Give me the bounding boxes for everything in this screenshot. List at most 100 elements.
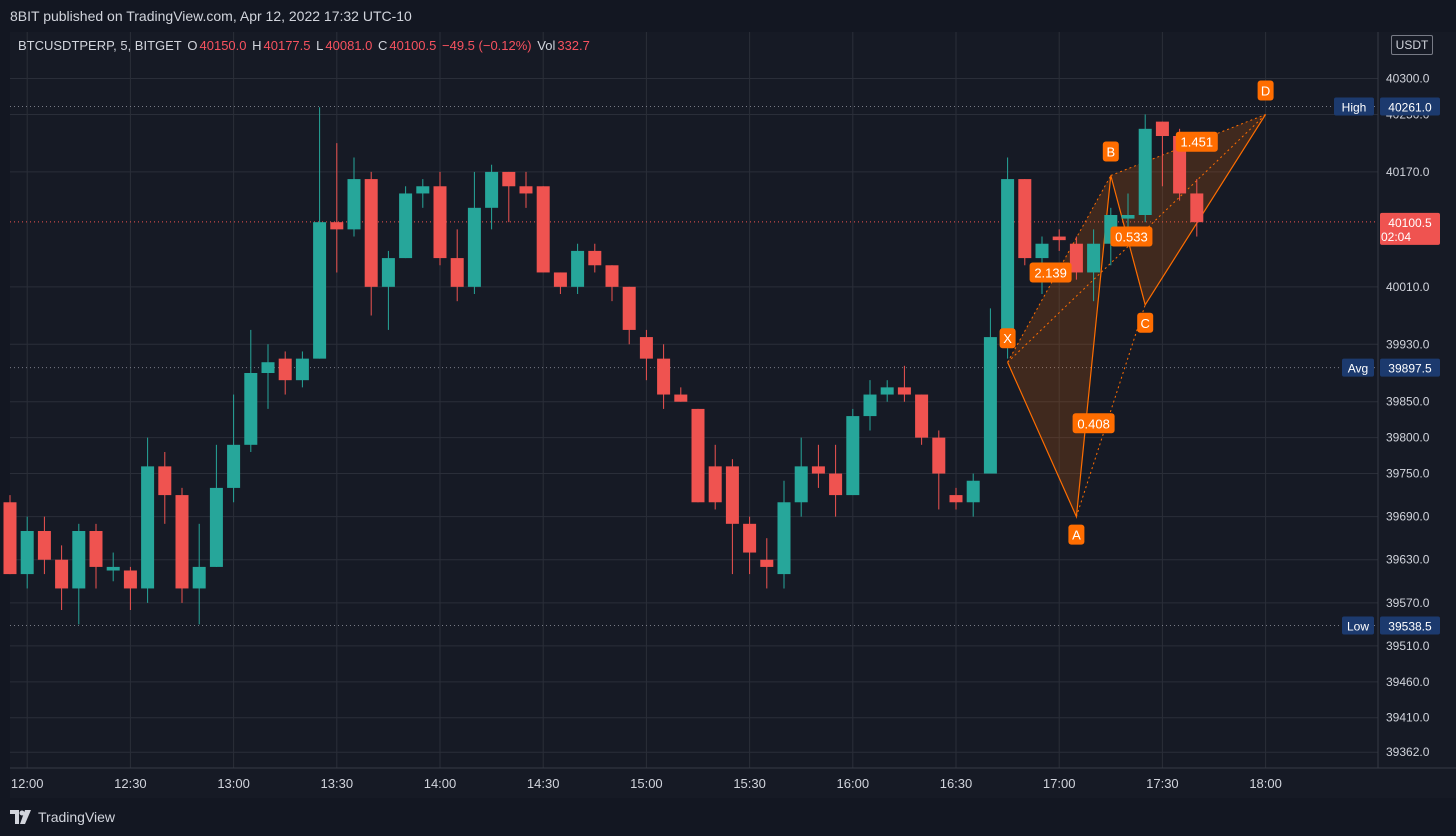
- candlestick-chart[interactable]: 40300.040250.040170.040010.039930.039850…: [0, 0, 1456, 798]
- candle-body[interactable]: [141, 466, 155, 589]
- y-tick-label: 40010.0: [1386, 280, 1430, 294]
- candle-body[interactable]: [295, 358, 309, 381]
- high-value: 40177.5: [263, 38, 311, 53]
- candle-body[interactable]: [657, 358, 671, 395]
- candle-body[interactable]: [347, 179, 361, 230]
- candle-body[interactable]: [20, 531, 34, 575]
- pattern-ratio-badge[interactable]: [1029, 262, 1072, 283]
- candle-body[interactable]: [89, 531, 103, 567]
- candle-body[interactable]: [450, 258, 464, 287]
- candle-body[interactable]: [123, 570, 137, 589]
- candle-body[interactable]: [416, 186, 430, 194]
- candle-body[interactable]: [760, 559, 774, 567]
- candle-body[interactable]: [622, 286, 636, 330]
- candle-body[interactable]: [553, 272, 567, 287]
- pattern-point-c[interactable]: [1137, 312, 1154, 333]
- candle-body[interactable]: [880, 387, 894, 395]
- symbol-info[interactable]: BTCUSDTPERP, 5, BITGET: [18, 38, 182, 53]
- pattern-ratio-badge[interactable]: [1072, 413, 1115, 434]
- candle-body[interactable]: [381, 258, 395, 287]
- x-tick-label: 17:30: [1146, 776, 1179, 791]
- open-value: 40150.0: [199, 38, 247, 53]
- candle-body[interactable]: [777, 502, 791, 575]
- candle-body[interactable]: [674, 394, 688, 402]
- candle-body[interactable]: [1018, 179, 1032, 259]
- pattern-ratio-badge[interactable]: [1175, 131, 1218, 152]
- pattern-point-d[interactable]: [1257, 80, 1274, 101]
- candle-body[interactable]: [158, 466, 172, 496]
- tradingview-logo-icon: [10, 810, 31, 824]
- candle-body[interactable]: [1155, 121, 1169, 136]
- candle-body[interactable]: [72, 531, 86, 589]
- candle-body[interactable]: [502, 171, 516, 187]
- candle-body[interactable]: [55, 559, 69, 589]
- pattern-ratio-label: 0.408: [1077, 416, 1110, 431]
- candle-body[interactable]: [571, 250, 585, 287]
- candle-body[interactable]: [261, 362, 275, 373]
- candle-body[interactable]: [1001, 179, 1015, 338]
- candle-body[interactable]: [932, 437, 946, 474]
- y-tick-label: 39630.0: [1386, 553, 1430, 567]
- candle-body[interactable]: [897, 387, 911, 395]
- close-label: C: [378, 38, 388, 53]
- candle-body[interactable]: [605, 265, 619, 287]
- candle-body[interactable]: [1138, 128, 1152, 215]
- candle-body[interactable]: [37, 531, 51, 560]
- pattern-point-x[interactable]: [999, 328, 1016, 349]
- candle-body[interactable]: [691, 408, 705, 503]
- price-tag-low-label: [1342, 616, 1374, 635]
- candle-body[interactable]: [192, 566, 206, 589]
- candle-body[interactable]: [966, 480, 980, 503]
- candle-body[interactable]: [536, 186, 550, 273]
- candle-body[interactable]: [244, 373, 258, 445]
- y-tick-label: 39930.0: [1386, 337, 1430, 351]
- candle-body[interactable]: [639, 337, 653, 359]
- candle-body[interactable]: [725, 466, 739, 524]
- candle-body[interactable]: [949, 495, 963, 503]
- candle-body[interactable]: [794, 466, 808, 503]
- candle-body[interactable]: [1121, 215, 1135, 219]
- candle-body[interactable]: [588, 250, 602, 266]
- candle-body[interactable]: [1087, 243, 1101, 273]
- pattern-ratio-label: 2.139: [1034, 265, 1067, 280]
- candle-body[interactable]: [863, 394, 877, 417]
- candle-body[interactable]: [915, 394, 929, 438]
- candle-body[interactable]: [1190, 193, 1204, 223]
- pattern-ratio-badge[interactable]: [1110, 226, 1153, 247]
- candle-body[interactable]: [433, 186, 447, 259]
- brand[interactable]: TradingView: [10, 809, 115, 825]
- candle-body[interactable]: [1035, 243, 1049, 259]
- candle-body[interactable]: [399, 193, 413, 259]
- brand-text: TradingView: [38, 809, 116, 825]
- candle-body[interactable]: [106, 566, 120, 571]
- y-tick-label: 40170.0: [1386, 165, 1430, 179]
- pattern-point-a[interactable]: [1068, 524, 1085, 545]
- candle-body[interactable]: [983, 337, 997, 474]
- candle-body[interactable]: [846, 416, 860, 496]
- candle-body[interactable]: [743, 523, 757, 553]
- candle-body[interactable]: [829, 473, 843, 496]
- candle-body[interactable]: [1052, 236, 1066, 241]
- candle-body[interactable]: [364, 179, 378, 287]
- x-tick-label: 13:30: [321, 776, 354, 791]
- pattern-point-label: D: [1261, 83, 1270, 98]
- x-tick-label: 13:00: [217, 776, 250, 791]
- currency-unit-button[interactable]: USDT: [1391, 35, 1433, 55]
- candle-body[interactable]: [519, 186, 533, 194]
- x-tick-label: 16:00: [837, 776, 870, 791]
- candle-body[interactable]: [485, 171, 499, 208]
- candle-body[interactable]: [708, 466, 722, 503]
- candle-body[interactable]: [1069, 243, 1083, 273]
- candle-body[interactable]: [209, 487, 223, 567]
- last-price-tag: [1380, 212, 1440, 245]
- candle-body[interactable]: [175, 495, 189, 589]
- footer: [0, 798, 1456, 836]
- candle-body[interactable]: [278, 358, 292, 381]
- pattern-point-b[interactable]: [1102, 141, 1119, 162]
- candle-body[interactable]: [811, 466, 825, 474]
- candle-body[interactable]: [3, 502, 17, 575]
- candle-body[interactable]: [467, 207, 481, 287]
- candle-body[interactable]: [313, 222, 327, 359]
- candle-body[interactable]: [227, 444, 241, 488]
- candle-body[interactable]: [330, 222, 344, 230]
